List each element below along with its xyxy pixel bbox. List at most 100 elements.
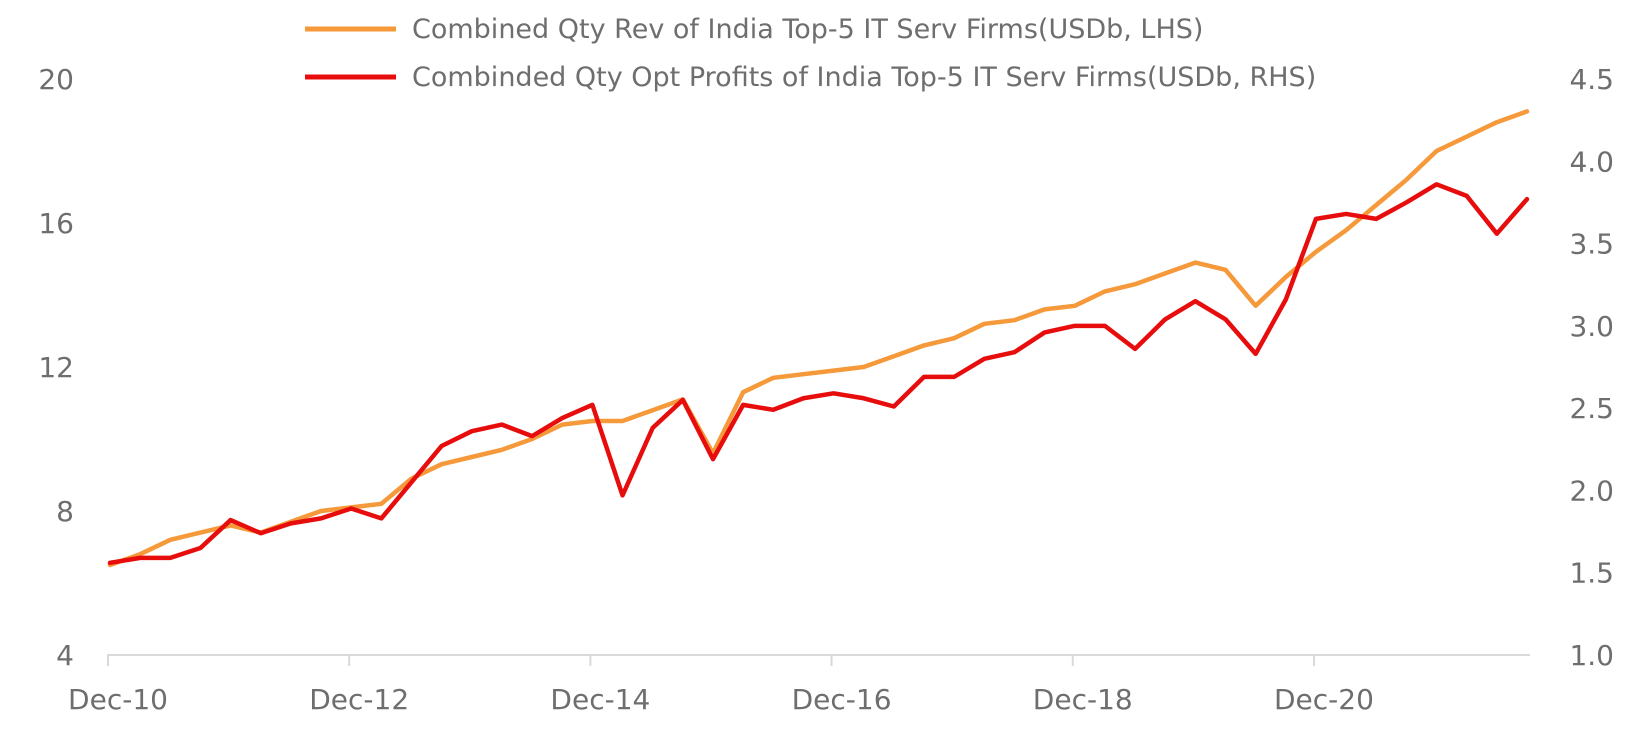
revenue-point xyxy=(891,353,897,359)
left-y-tick-label: 20 xyxy=(38,63,74,96)
profit-point xyxy=(288,520,294,526)
profit-point xyxy=(891,403,897,409)
revenue-point xyxy=(1343,227,1349,233)
right-y-tick-label: 1.5 xyxy=(1569,557,1614,590)
profit-point xyxy=(1011,349,1017,355)
revenue-point xyxy=(1253,303,1259,309)
profit-point xyxy=(197,545,203,551)
profit-point xyxy=(710,456,716,462)
revenue-point xyxy=(197,530,203,536)
revenue-point xyxy=(378,501,384,507)
profit-point xyxy=(1313,216,1319,222)
revenue-point xyxy=(589,418,595,424)
profit-point xyxy=(1343,211,1349,217)
right-y-axis: 1.0 1.5 2.0 2.5 3.0 3.5 4.0 4.5 xyxy=(1569,63,1614,672)
revenue-point xyxy=(1011,317,1017,323)
revenue-point xyxy=(1102,288,1108,294)
revenue-point xyxy=(1494,119,1500,125)
revenue-point xyxy=(559,422,565,428)
revenue-point xyxy=(1192,260,1198,266)
profit-point xyxy=(408,479,414,485)
revenue-point xyxy=(1042,306,1048,312)
revenue-point xyxy=(740,389,746,395)
profit-point xyxy=(1223,316,1229,322)
revenue-point xyxy=(167,537,173,543)
profit-point xyxy=(1042,329,1048,335)
revenue-point xyxy=(1403,177,1409,183)
legend-label-revenue: Combined Qty Rev of India Top-5 IT Serv … xyxy=(412,14,1203,45)
profit-point xyxy=(680,397,686,403)
right-y-tick-label: 3.0 xyxy=(1569,310,1614,343)
profit-point xyxy=(107,560,113,566)
revenue-point xyxy=(710,450,716,456)
x-tick-label: Dec-12 xyxy=(309,683,409,716)
revenue-point xyxy=(861,364,867,370)
right-y-tick-label: 4.0 xyxy=(1569,145,1614,178)
profit-point xyxy=(861,395,867,401)
revenue-point xyxy=(1524,108,1530,114)
profit-point xyxy=(499,422,505,428)
profit-point xyxy=(1434,181,1440,187)
profit-point xyxy=(1162,316,1168,322)
left-y-tick-label: 12 xyxy=(38,351,74,384)
revenue-point xyxy=(650,407,656,413)
x-axis-ticks: Dec-10 Dec-12 Dec-14 Dec-16 Dec-18 Dec-20 xyxy=(68,655,1374,716)
left-y-tick-label: 4 xyxy=(56,639,74,672)
profit-point xyxy=(137,555,143,561)
right-y-tick-label: 1.0 xyxy=(1569,639,1614,672)
profit-point xyxy=(378,515,384,521)
profit-point xyxy=(559,415,565,421)
left-y-tick-label: 16 xyxy=(38,207,74,240)
revenue-point xyxy=(921,342,927,348)
revenue-point xyxy=(951,335,957,341)
right-y-tick-label: 2.0 xyxy=(1569,474,1614,507)
profit-point xyxy=(831,390,837,396)
profit-point xyxy=(1403,199,1409,205)
revenue-point xyxy=(1313,249,1319,255)
right-y-tick-label: 4.5 xyxy=(1569,63,1614,96)
series-line-profit xyxy=(107,182,1530,566)
legend: Combined Qty Rev of India Top-5 IT Serv … xyxy=(305,14,1316,93)
revenue-point xyxy=(1072,303,1078,309)
profit-point xyxy=(318,515,324,521)
profit-point xyxy=(770,407,776,413)
x-tick-label: Dec-20 xyxy=(1274,683,1374,716)
left-y-tick-label: 8 xyxy=(56,495,74,528)
profit-point xyxy=(951,374,957,380)
revenue-point xyxy=(800,371,806,377)
revenue-point xyxy=(1464,134,1470,140)
revenue-point xyxy=(1162,270,1168,276)
left-y-axis: 4 8 12 16 20 xyxy=(38,63,74,672)
revenue-point xyxy=(469,454,475,460)
profit-point xyxy=(1494,231,1500,237)
profit-point xyxy=(1072,323,1078,329)
revenue-point xyxy=(981,321,987,327)
series-line-revenue xyxy=(107,109,1530,568)
profit-point xyxy=(981,356,987,362)
profit-point xyxy=(589,402,595,408)
profit-point xyxy=(650,425,656,431)
revenue-point xyxy=(318,508,324,514)
right-y-tick-label: 2.5 xyxy=(1569,392,1614,425)
revenue-point xyxy=(1132,281,1138,287)
x-tick-label: Dec-10 xyxy=(68,683,168,716)
profit-point xyxy=(740,402,746,408)
right-y-tick-label: 3.5 xyxy=(1569,228,1614,261)
revenue-point xyxy=(1283,274,1289,280)
profit-point xyxy=(1373,216,1379,222)
profit-point xyxy=(1132,346,1138,352)
profit-point xyxy=(1283,297,1289,303)
profit-point xyxy=(529,433,535,439)
profit-point xyxy=(1524,196,1530,202)
profit-point xyxy=(228,517,234,523)
profit-point xyxy=(1464,193,1470,199)
revenue-point xyxy=(228,522,234,528)
profit-point xyxy=(167,555,173,561)
profit-point xyxy=(620,492,626,498)
profit-point xyxy=(348,506,354,512)
profit-point xyxy=(439,443,445,449)
revenue-point xyxy=(831,368,837,374)
x-tick-label: Dec-18 xyxy=(1033,683,1133,716)
profit-point xyxy=(1192,298,1198,304)
